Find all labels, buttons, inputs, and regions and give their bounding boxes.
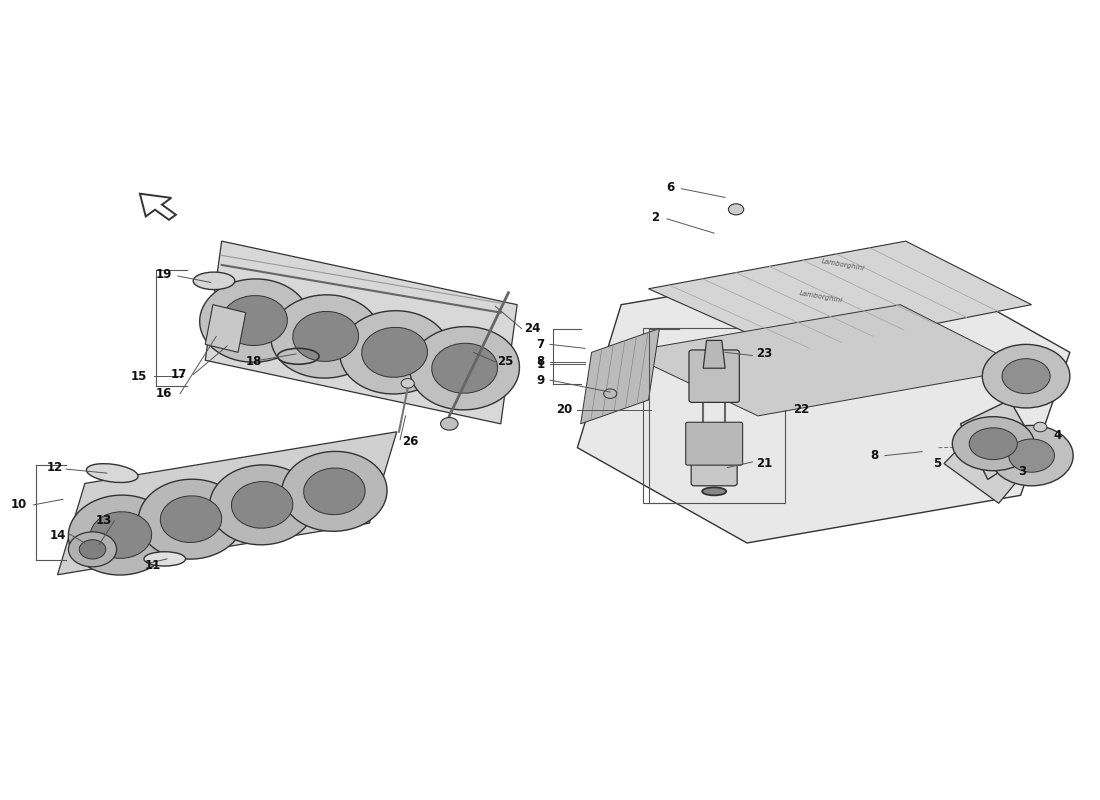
Circle shape [982, 344, 1070, 408]
Circle shape [990, 426, 1074, 486]
Ellipse shape [221, 295, 287, 346]
Text: 2: 2 [651, 210, 659, 224]
Ellipse shape [340, 310, 450, 394]
Text: 17: 17 [170, 368, 187, 381]
Bar [644, 329, 785, 503]
Text: 5: 5 [934, 457, 942, 470]
Polygon shape [649, 241, 1032, 352]
Ellipse shape [200, 279, 309, 362]
Text: 6: 6 [667, 181, 674, 194]
FancyBboxPatch shape [689, 350, 739, 402]
Ellipse shape [144, 552, 186, 566]
Polygon shape [960, 400, 1037, 479]
Text: 16: 16 [156, 387, 173, 400]
Ellipse shape [969, 428, 1018, 459]
Text: 23: 23 [756, 347, 772, 361]
FancyArrow shape [140, 194, 176, 220]
Ellipse shape [431, 343, 497, 393]
Text: 19: 19 [156, 268, 173, 281]
Ellipse shape [87, 464, 138, 482]
Text: Lamborghini: Lamborghini [800, 290, 844, 303]
Ellipse shape [271, 295, 381, 378]
Circle shape [68, 532, 117, 567]
Ellipse shape [161, 496, 222, 542]
Polygon shape [944, 424, 1032, 503]
Polygon shape [578, 257, 1070, 543]
Circle shape [728, 204, 744, 215]
Polygon shape [703, 341, 725, 368]
Text: 1: 1 [537, 358, 544, 370]
Circle shape [604, 389, 617, 398]
Text: 8: 8 [870, 449, 878, 462]
Circle shape [1034, 422, 1047, 432]
Ellipse shape [304, 468, 365, 514]
Text: 7: 7 [537, 338, 544, 351]
Ellipse shape [953, 417, 1034, 470]
Ellipse shape [209, 465, 315, 545]
FancyBboxPatch shape [691, 446, 737, 486]
Ellipse shape [68, 495, 174, 575]
Text: 14: 14 [50, 529, 66, 542]
Text: 15: 15 [131, 370, 147, 382]
Ellipse shape [282, 451, 387, 531]
Text: 8: 8 [537, 355, 544, 368]
Text: 11: 11 [145, 558, 162, 572]
Text: 26: 26 [403, 435, 419, 448]
Text: 4: 4 [1054, 430, 1062, 442]
Text: 25: 25 [497, 355, 514, 368]
Ellipse shape [293, 311, 359, 362]
Polygon shape [206, 305, 245, 352]
Polygon shape [206, 241, 517, 424]
Ellipse shape [139, 479, 244, 559]
Circle shape [79, 540, 106, 559]
Text: 20: 20 [556, 403, 572, 416]
Text: 12: 12 [46, 461, 63, 474]
Circle shape [441, 418, 458, 430]
Ellipse shape [194, 272, 234, 290]
Text: Lamborghini: Lamborghini [821, 258, 866, 272]
FancyBboxPatch shape [685, 422, 742, 465]
Text: 22: 22 [793, 403, 810, 416]
Circle shape [402, 378, 415, 388]
Text: 24: 24 [524, 322, 540, 335]
Ellipse shape [362, 327, 428, 378]
Ellipse shape [231, 482, 293, 528]
Text: 10: 10 [11, 498, 26, 511]
Text: 18: 18 [245, 355, 262, 368]
Text: 21: 21 [756, 457, 772, 470]
Polygon shape [581, 329, 659, 424]
Polygon shape [625, 305, 1026, 416]
Text: 3: 3 [1019, 465, 1026, 478]
Circle shape [1002, 358, 1050, 394]
Polygon shape [57, 432, 397, 574]
Ellipse shape [702, 487, 726, 495]
Text: 13: 13 [96, 514, 112, 527]
Ellipse shape [410, 326, 519, 410]
Text: 9: 9 [537, 374, 544, 386]
Ellipse shape [90, 512, 152, 558]
Circle shape [1009, 439, 1055, 472]
